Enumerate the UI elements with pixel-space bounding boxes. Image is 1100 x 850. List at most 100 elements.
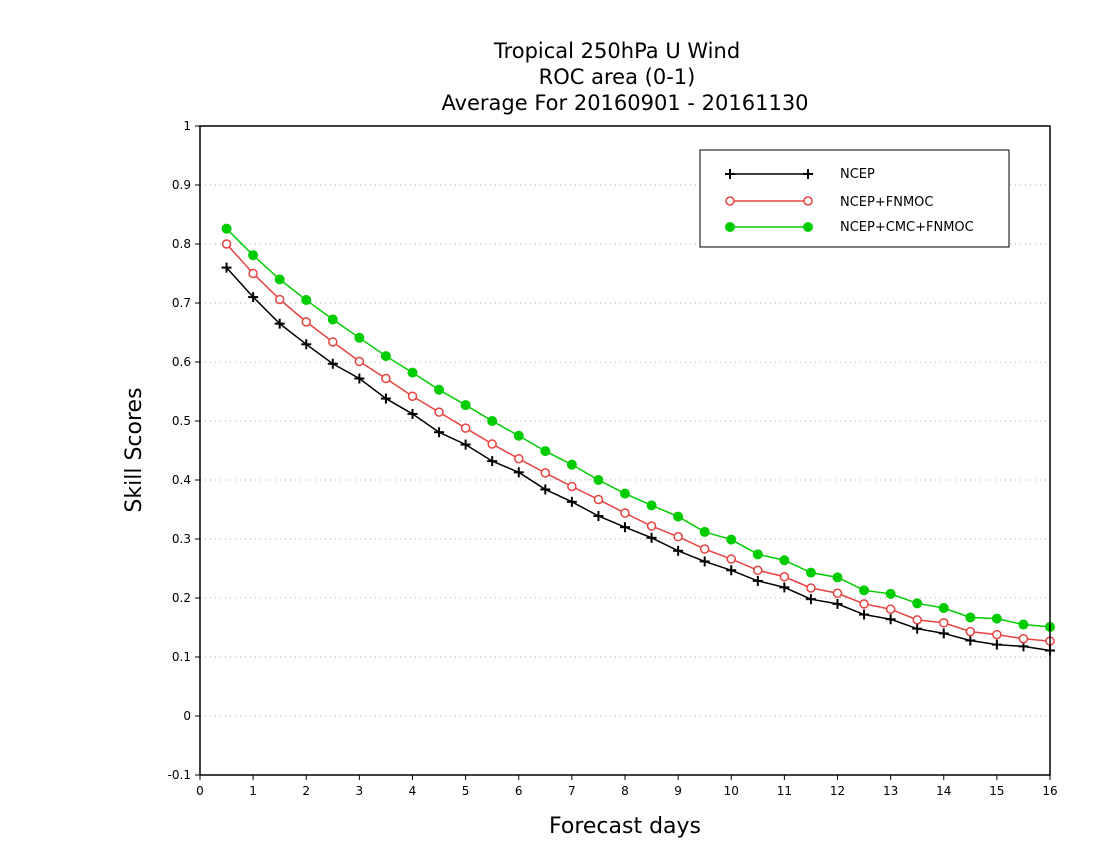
y-tick-label: 0.7 (172, 296, 191, 310)
data-point (540, 468, 551, 478)
y-axis-title: Skill Scores (122, 387, 147, 512)
data-point (779, 582, 790, 593)
y-tick-label: 0 (183, 709, 191, 723)
data-point (328, 337, 338, 347)
data-point (699, 556, 710, 567)
data-point (513, 430, 524, 441)
data-point (726, 534, 737, 545)
x-tick-label: 5 (462, 784, 470, 798)
data-point (380, 393, 391, 404)
series-line-1 (226, 243, 1051, 642)
data-point (407, 391, 418, 401)
data-point (381, 373, 391, 384)
data-point (593, 510, 604, 521)
legend-marker (803, 222, 813, 232)
y-tick-label: 1 (183, 119, 191, 133)
data-point (859, 585, 870, 596)
data-point (646, 521, 657, 531)
data-point (646, 532, 657, 543)
data-point (593, 475, 604, 485)
data-point (991, 613, 1002, 624)
data-point (301, 295, 312, 306)
data-point (248, 292, 259, 303)
data-point (699, 526, 710, 537)
y-tick-label: 0.9 (172, 178, 191, 192)
data-point (832, 572, 843, 583)
y-tick-label: 0.5 (172, 414, 191, 428)
data-point (673, 531, 683, 542)
data-point (699, 544, 710, 554)
data-point (965, 626, 976, 637)
data-point (673, 511, 684, 522)
legend-marker (725, 169, 735, 179)
data-point (327, 358, 338, 369)
y-tick-label: 0.4 (172, 473, 191, 487)
data-point (912, 623, 923, 634)
y-tick-label: 0.1 (172, 650, 191, 664)
x-tick-label: 15 (989, 784, 1004, 798)
data-point (805, 567, 816, 578)
x-tick-label: 7 (568, 784, 576, 798)
data-point (513, 467, 524, 478)
series-lines (221, 223, 1055, 656)
x-axis-title: Forecast days (549, 814, 701, 839)
data-point (832, 598, 843, 609)
data-point (434, 384, 445, 395)
y-tick-label: -0.1 (168, 768, 191, 782)
data-point (301, 339, 312, 350)
data-point (912, 615, 922, 625)
x-tick-label: 12 (830, 784, 845, 798)
data-point (912, 598, 923, 609)
plot-area-frame (199, 125, 1051, 776)
data-point (752, 575, 763, 586)
data-point (487, 456, 498, 467)
x-tick-label: 13 (883, 784, 898, 798)
y-tick-label: 0.6 (172, 355, 191, 369)
data-point (221, 223, 232, 234)
data-point (540, 484, 551, 495)
data-point (620, 508, 630, 518)
x-tick-label: 4 (409, 784, 417, 798)
data-point (407, 408, 418, 419)
data-point (885, 614, 896, 625)
x-tick-label: 10 (724, 784, 739, 798)
data-point (407, 367, 418, 378)
x-tick-label: 16 (1042, 784, 1057, 798)
legend: NCEP NCEP+FNMOC NCEP+CMC+FNMOC (699, 149, 1010, 248)
chart-title-line-1: Tropical 250hPa U Wind (493, 39, 740, 63)
y-axis-ticks: -0.1 0 0.1 0.2 0.3 0.4 0.5 0.6 0.7 0.8 0.9 1 (168, 119, 200, 782)
data-point (540, 446, 551, 457)
data-point (859, 609, 870, 620)
grid-lines (200, 184, 1050, 717)
data-point (779, 572, 790, 582)
legend-box (699, 149, 1010, 248)
data-point (566, 459, 577, 470)
data-point (354, 373, 365, 384)
data-point (646, 500, 657, 511)
data-point (620, 522, 630, 533)
data-point (274, 318, 285, 329)
data-point (965, 635, 976, 646)
legend-marker (803, 169, 813, 179)
data-point (806, 583, 816, 593)
data-point (460, 423, 471, 433)
data-point (885, 604, 896, 614)
data-point (354, 356, 365, 367)
data-point (1018, 619, 1029, 630)
series-line-2 (226, 228, 1051, 628)
data-point (567, 481, 577, 492)
legend-marker (725, 196, 735, 206)
data-point (753, 565, 763, 576)
data-point (514, 454, 524, 464)
data-point (460, 439, 471, 450)
data-point (752, 549, 763, 560)
data-point (859, 599, 869, 609)
y-tick-label: 0.3 (172, 532, 191, 546)
legend-label-ncep-fnmoc: NCEP+FNMOC (840, 195, 933, 210)
x-tick-label: 8 (621, 784, 629, 798)
x-tick-label: 9 (674, 784, 682, 798)
data-point (327, 314, 338, 325)
data-point (726, 565, 737, 576)
data-point (487, 416, 498, 426)
legend-label-ncep-cmc-fnmoc: NCEP+CMC+FNMOC (840, 220, 974, 235)
